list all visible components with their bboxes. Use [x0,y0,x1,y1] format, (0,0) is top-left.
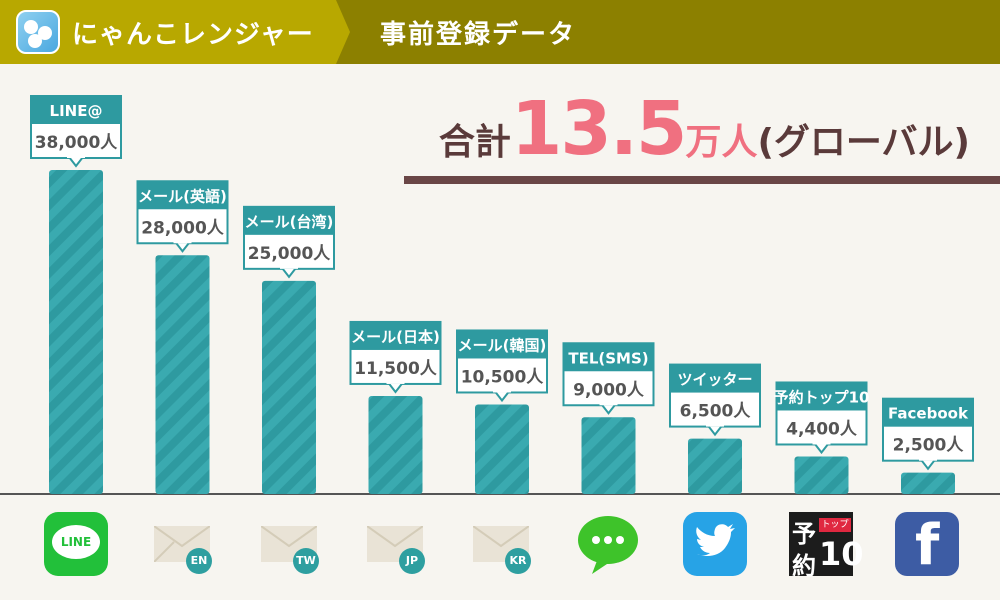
total-underline [404,176,1000,184]
badge-jp: JP [399,548,425,574]
bar-label-pointer-cover-8 [919,457,937,461]
twitter-icon [683,512,747,576]
total-unit: 万人 [685,122,758,163]
bar-label-group-7: 予約トップ10 4,400人 [774,381,870,455]
bar-8 [901,472,955,494]
bar-label-pointer-cover-1 [173,240,192,244]
bar-label-pointer-cover-0 [67,155,85,158]
yoyaku-char-2: 約 [792,552,816,580]
bar-label-group-1: メール(英語) 28,000人 [136,180,229,253]
bar-label-pointer-4 [492,390,512,403]
bar-label-header-0 [31,96,121,124]
bar-label-pointer-0 [66,156,86,168]
bar-7 [794,456,849,494]
yoyaku-char-1: 予 [792,520,816,548]
bar-label-group-2: メール(台湾) 25,000人 [243,205,335,279]
bar-label-group-8: Facebook 2,500人 [882,397,974,471]
bar-label-pointer-cover-6 [706,423,724,427]
bar-label-header-3 [350,321,441,350]
category-label-4: メール(韓国) [458,336,547,354]
line-icon: LINE [44,512,108,576]
bar-4 [475,404,529,494]
total-prefix: 合計 [438,122,511,163]
bar-2 [262,280,316,494]
header-bar: にゃんこレンジャー 事前登録データ [0,0,1000,64]
category-label-2: メール(台湾) [245,213,334,231]
line-icon-text: LINE [60,535,92,549]
value-label-7: 4,400人 [786,419,858,439]
mail-icon-jp: JP [363,512,427,576]
total-suffix: (グローバル) [757,122,970,163]
category-label-5: TEL(SMS) [568,349,648,367]
badge-en: EN [186,548,212,574]
bar-label-group-6: ツイッター 6,500人 [669,363,761,437]
bar-label-header-2 [244,206,334,235]
bar-label-pointer-cover-3 [386,380,405,384]
line-bubble [52,525,100,559]
bar-label-header-1 [137,181,228,210]
category-label-8: Facebook [888,405,969,423]
envelope-icon [261,526,317,562]
app-icon [16,10,60,54]
bar-label-pointer-1 [173,241,192,253]
bar-label-pointer-cover-4 [493,389,511,393]
bar-label-pointer-3 [386,381,405,394]
bar-label-pointer-6 [705,424,725,437]
value-label-4: 10,500人 [461,367,545,387]
bar-label-pointer-cover-7 [812,441,831,445]
bar-1 [155,255,210,494]
bar-3 [368,395,423,494]
envelope-icon [367,526,423,562]
value-label-5: 9,000人 [573,380,645,400]
bar-0 [49,170,103,494]
category-label-1: メール(英語) [138,187,227,205]
yoyaku-tag: トップ [819,518,851,532]
bar-label-group-4: メール(韓国) 10,500人 [456,329,548,403]
yoyaku-number: 10 [819,535,864,573]
bar-label-header-8 [883,398,973,427]
bar-label-header-7 [776,382,867,411]
bar-label-pointer-2 [279,266,299,279]
sms-icon [576,512,640,576]
mail-icon-en: EN [150,512,214,576]
category-label-7: 予約トップ10 [774,388,870,406]
category-label-3: メール(日本) [351,328,440,346]
bar-label-pointer-cover-5 [599,402,618,406]
bar-6 [688,438,742,494]
total-value: 13.5 [510,86,688,172]
category-label-6: ツイッター [677,371,752,389]
value-label-1: 28,000人 [141,218,225,238]
bar-label-pointer-cover-2 [280,265,298,269]
value-label-0: 38,000人 [35,133,119,153]
value-label-8: 2,500人 [893,436,965,456]
value-label-6: 6,500人 [680,402,752,422]
bar-label-pointer-8 [918,458,938,471]
value-label-3: 11,500人 [354,359,438,379]
yoyaku-top10-icon: 予 約 トップ 10 [789,512,864,580]
value-label-2: 25,000人 [248,244,332,264]
bar-label-group-0: LINE@ 38,000人 [30,95,122,168]
bar-label-pointer-7 [812,442,831,455]
total-summary: 合計 13.5 万人 (グローバル) [438,86,970,172]
app-title: にゃんこレンジャー [72,20,314,50]
facebook-icon: f [895,512,959,578]
bar-label-header-4 [457,330,547,359]
bar-label-pointer-5 [599,403,618,415]
bar-label-header-5 [563,343,654,372]
bar-label-group-5: TEL(SMS) 9,000人 [562,342,655,415]
bar-5 [581,417,636,494]
badge-tw: TW [293,548,319,574]
category-label-0: LINE@ [50,102,103,120]
page-subtitle: 事前登録データ [380,20,577,50]
badge-kr: KR [505,548,531,574]
mail-icon-tw: TW [257,512,321,576]
mail-icon-kr: KR [469,512,533,576]
bar-label-group-3: メール(日本) 11,500人 [349,320,442,394]
bar-label-header-6 [670,364,760,393]
